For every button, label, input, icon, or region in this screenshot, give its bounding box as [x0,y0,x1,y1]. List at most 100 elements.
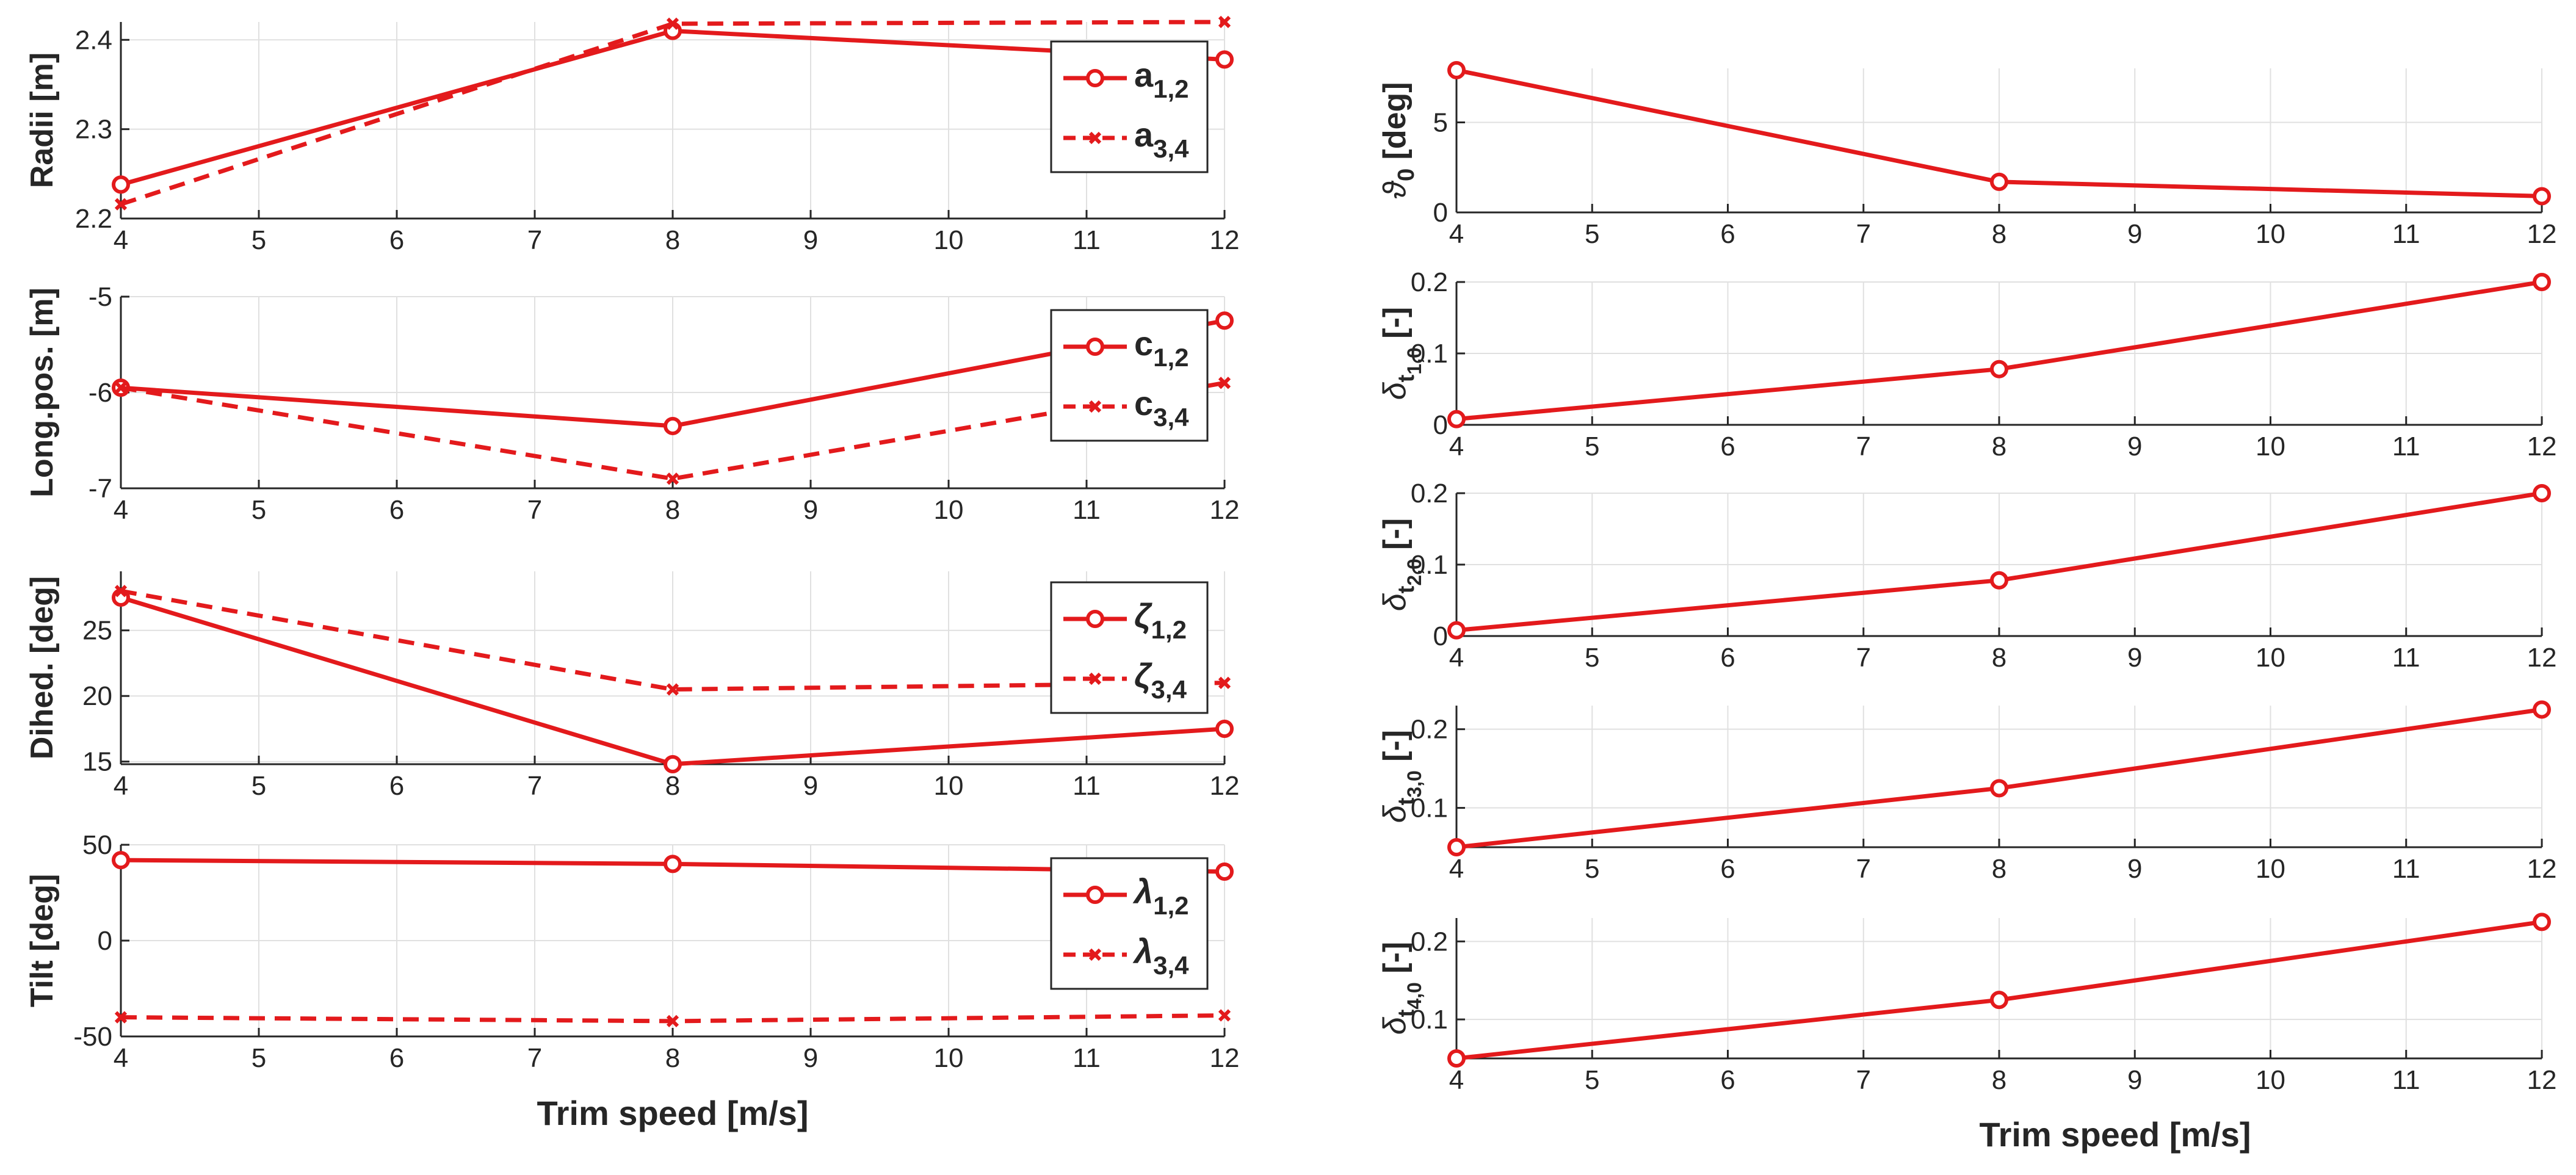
data-point-marker [114,585,128,598]
chart-theta0: 4 5 6 7 8 9 10 11 12 0 5 ϑ0 [deg] [1377,60,2557,249]
legend-marker [1088,131,1102,145]
x-tick-label: 4 [114,225,128,255]
x-tick-label: 7 [1856,1065,1871,1095]
legend-marker [1088,948,1102,961]
data-point-marker [2533,273,2551,291]
y-tick-label: -5 [89,282,112,312]
chart-tilt: 4 5 6 7 8 9 10 11 12 -50 0 50 Tilt [deg] λ1,2 λ3,4 [24,830,1239,1073]
x-tick-label: 6 [389,771,404,801]
x-tick-label: 6 [389,495,404,525]
series-line [120,380,1225,481]
x-tick-label: 8 [1992,219,2006,249]
data-point-marker [1447,1049,1466,1068]
data-point-marker [1990,360,2008,378]
legend-tilt: λ1,2 λ3,4 [1050,857,1209,990]
x-tick-label: 11 [2392,1065,2420,1095]
legend-label: ζ3,4 [1134,656,1187,704]
y-axis-label: δt1,0 [-] [1377,307,1425,400]
legend-marker [1086,610,1104,628]
data-point-marker [1218,676,1231,689]
x-tick-label: 6 [1720,643,1735,673]
x-tick-label: 5 [251,771,266,801]
x-tick-label: 10 [2256,1065,2285,1095]
chart-dihed: 4 5 6 7 8 9 10 11 12 15 20 25 Dihed. [deg] ζ1,2 ζ3,4 [24,571,1239,801]
data-point-marker [2533,187,2551,206]
y-tick-label: 0 [98,926,112,956]
x-tick-label: 8 [665,225,680,255]
x-tick-label: 7 [527,225,542,255]
data-point-marker [1215,50,1234,69]
x-tick-label: 12 [1210,771,1240,801]
x-tick-label: 9 [803,771,818,801]
y-tick-label: 0 [1433,621,1448,651]
x-tick-label: 4 [114,771,128,801]
series-line [120,588,1225,692]
y-tick-label: 0.1 [1411,794,1448,823]
legend-label: a1,2 [1134,56,1189,103]
y-tick-label: 0.1 [1411,1005,1448,1035]
x-tick-label: 4 [1449,219,1464,249]
x-tick-label: 9 [2127,854,2142,884]
legend-marker [1086,338,1104,356]
x-tick-label: 11 [2392,219,2420,249]
x-tick-label: 10 [934,771,964,801]
x-tick-label: 4 [1449,643,1464,673]
y-tick-label: 0.2 [1411,267,1448,297]
legend-label: c1,2 [1134,324,1189,372]
y-tick-label: 2.3 [75,115,112,145]
x-tick-label: 11 [2392,854,2420,884]
data-point-marker [666,1014,679,1028]
legend-marker [1088,400,1102,413]
data-point-marker [1447,410,1466,428]
chart-longpos: 4 5 6 7 8 9 10 11 12 -7 -6 -5 Long.pos. [m] c1,2 c3,4 [24,282,1239,525]
chart-dt10: 4 5 6 7 8 9 10 11 12 0 0.1 0.2 δt1,0 [-] [1377,267,2556,461]
x-tick-label: 11 [1073,495,1101,525]
series-theta0-0 [1447,60,2551,206]
x-tick-label: 5 [1585,854,1599,884]
y-axis-label: δt2,0 [-] [1377,518,1425,611]
x-tick-label: 9 [2127,643,2142,673]
data-point-marker [1447,838,1466,856]
x-tick-label: 7 [1856,219,1871,249]
x-tick-label: 12 [2527,432,2557,461]
chart-radii: 4 5 6 7 8 9 10 11 12 2.2 2.3 2.4 Radii [m] a1,2 a3,4 [24,15,1239,255]
y-axis-label: δt4,0 [-] [1377,942,1425,1035]
y-tick-label: 50 [82,830,112,860]
legend-box [1050,857,1209,990]
x-tick-label: 4 [114,495,128,525]
series-radii-1 [114,15,1231,211]
x-tick-label: 10 [934,1043,964,1073]
x-tick-label: 11 [1073,225,1101,255]
x-tick-label: 12 [2527,219,2557,249]
data-point-marker [112,175,130,194]
x-tick-label: 12 [2527,1065,2557,1095]
data-point-marker [2533,913,2551,931]
x-tick-label: 11 [2392,643,2420,673]
x-tick-label: 10 [934,495,964,525]
series-tilt-1 [114,1009,1231,1028]
x-tick-label: 11 [2392,432,2420,461]
x-tick-label: 8 [665,1043,680,1073]
x-tick-label: 6 [1720,432,1735,461]
legend-box [1050,40,1209,173]
y-tick-label: -6 [89,378,112,408]
data-point-marker [1218,15,1231,29]
y-tick-label: 2.4 [75,25,112,55]
series-dt30-0 [1447,700,2551,856]
y-tick-label: 0.1 [1411,550,1448,580]
x-tick-label: 5 [1585,643,1599,673]
y-tick-label: 25 [82,616,112,646]
x-tick-label: 9 [803,225,818,255]
x-tick-label: 6 [1720,854,1735,884]
x-tick-label: 5 [251,225,266,255]
data-point-marker [1990,172,2008,191]
y-tick-label: 20 [82,681,112,711]
y-tick-label: 0.2 [1411,479,1448,508]
y-tick-label: 5 [1433,108,1448,138]
series-dt20-0 [1447,484,2551,640]
data-point-marker [1990,571,2008,590]
y-tick-label: 0.2 [1411,927,1448,956]
